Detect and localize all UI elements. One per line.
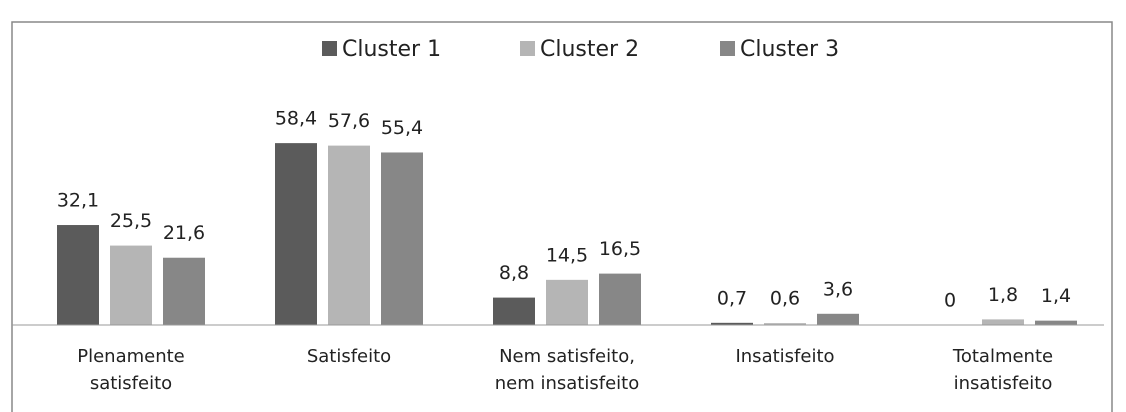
bar (163, 257, 205, 325)
data-label: 58,4 (275, 108, 317, 130)
bar (328, 145, 370, 325)
x-tick-label: Nem satisfeito, nem insatisfeito (494, 346, 640, 394)
data-label: 3,6 (823, 278, 853, 300)
data-label: 32,1 (57, 190, 99, 212)
data-label: 1,8 (988, 284, 1018, 306)
data-label: 0,7 (717, 287, 747, 309)
bar (57, 225, 99, 325)
data-label: 57,6 (328, 110, 370, 132)
bar (110, 245, 152, 325)
legend-label: Cluster 3 (740, 37, 839, 62)
x-tick-label: Totalmente insatisfeito (952, 346, 1054, 394)
bar (599, 273, 641, 325)
chart-frame (11, 21, 1113, 412)
data-label: 14,5 (546, 244, 588, 266)
data-label: 21,6 (163, 222, 205, 244)
data-label: 25,5 (110, 210, 152, 232)
legend-label: Cluster 2 (540, 37, 639, 62)
legend-swatch (520, 41, 535, 56)
legend-swatch (720, 41, 735, 56)
bar (546, 279, 588, 325)
bar (764, 323, 806, 325)
bar (982, 319, 1024, 325)
data-label: 0,6 (770, 288, 800, 310)
bar (817, 313, 859, 325)
legend-swatch (322, 41, 337, 56)
data-label: 8,8 (499, 262, 529, 284)
data-label: 0 (944, 290, 956, 312)
data-label: 1,4 (1041, 285, 1071, 307)
bar (275, 143, 317, 325)
bar (381, 152, 423, 325)
x-tick-label: Plenamente satisfeito (77, 346, 185, 394)
data-label: 55,4 (381, 117, 423, 139)
x-tick-label: Satisfeito (306, 346, 392, 367)
bar (711, 322, 753, 325)
bar (1035, 320, 1077, 325)
legend-label: Cluster 1 (342, 37, 441, 62)
bar (493, 297, 535, 325)
data-label: 16,5 (599, 238, 641, 260)
x-tick-label: Insatisfeito (735, 346, 835, 367)
